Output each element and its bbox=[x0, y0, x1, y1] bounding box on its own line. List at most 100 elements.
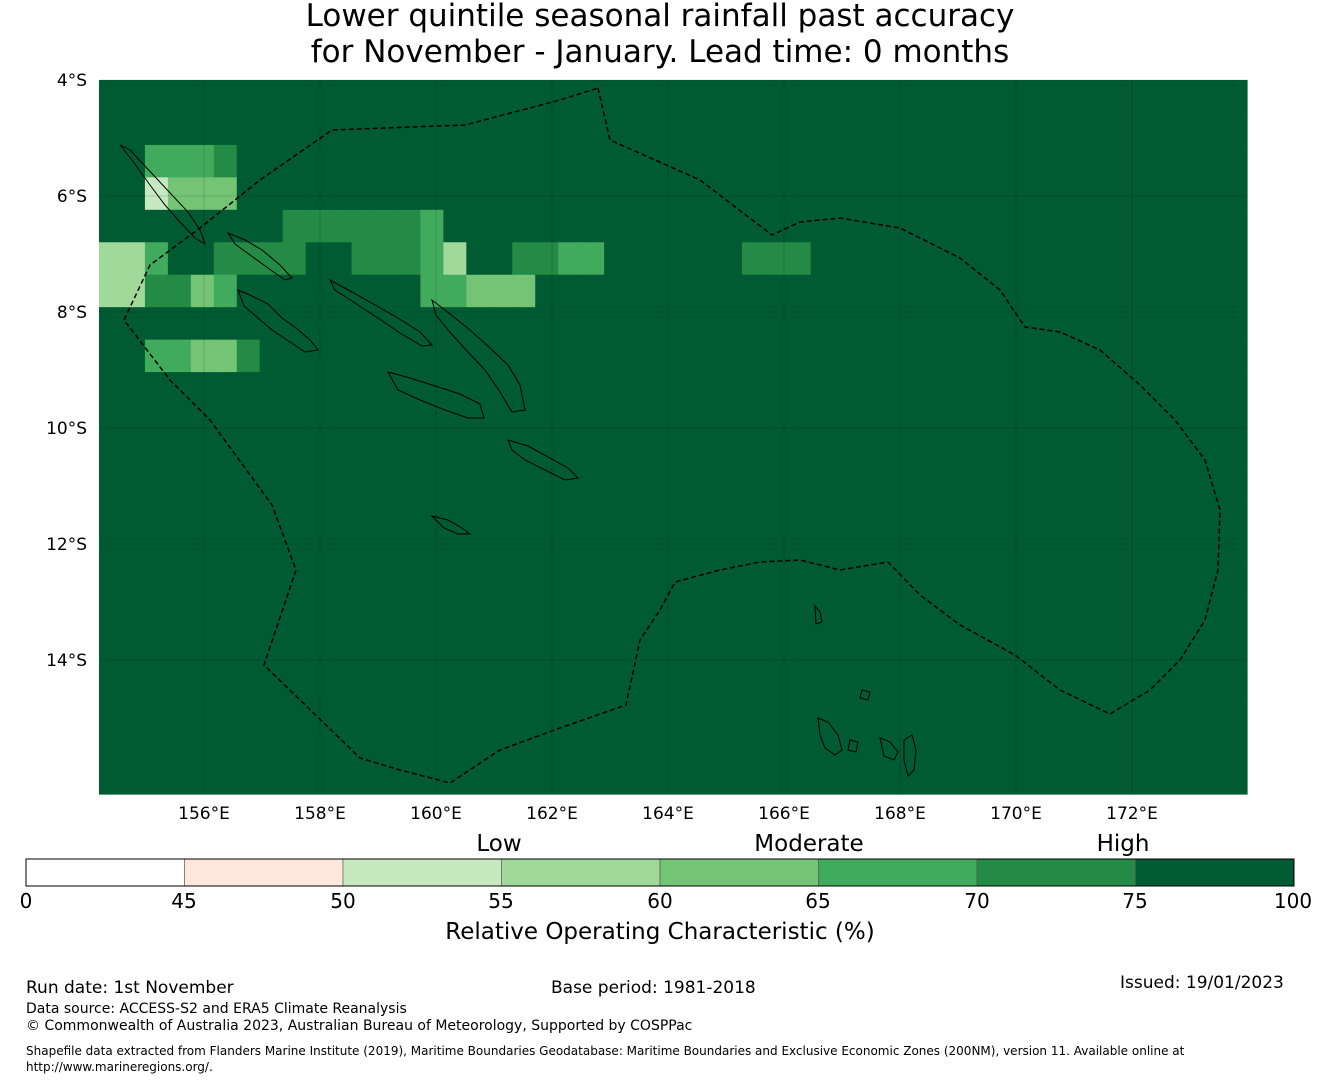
grid-cell bbox=[902, 566, 927, 600]
grid-cell bbox=[259, 307, 284, 341]
grid-cell bbox=[328, 339, 353, 373]
grid-cell bbox=[236, 729, 261, 763]
grid-cell bbox=[902, 339, 927, 373]
grid-cell bbox=[1132, 599, 1156, 633]
grid-cell bbox=[971, 339, 996, 373]
grid-cell bbox=[282, 437, 307, 471]
grid-cell bbox=[627, 404, 651, 438]
lat-label: 14°S bbox=[46, 651, 87, 671]
grid-cell bbox=[673, 501, 697, 535]
grid-cell bbox=[535, 112, 559, 146]
grid-cell bbox=[489, 599, 513, 633]
grid-cell bbox=[1178, 242, 1202, 276]
grid-cell bbox=[948, 501, 973, 535]
grid-cell bbox=[741, 761, 766, 795]
grid-cell bbox=[512, 177, 536, 211]
grid-cell bbox=[121, 80, 146, 114]
grid-cell bbox=[535, 534, 559, 568]
grid-cell bbox=[1086, 469, 1110, 503]
grid-cell bbox=[489, 242, 513, 276]
lon-label: 166°E bbox=[758, 804, 810, 824]
grid-cell bbox=[1017, 501, 1041, 535]
grid-cell bbox=[1178, 274, 1202, 308]
grid-cell bbox=[581, 437, 605, 471]
grid-cell bbox=[1132, 177, 1156, 211]
grid-cell bbox=[305, 274, 330, 308]
grid-cell bbox=[535, 209, 559, 243]
grid-cell bbox=[535, 80, 559, 114]
grid-cell bbox=[512, 80, 536, 114]
grid-cell bbox=[673, 729, 697, 763]
grid-cell bbox=[259, 112, 284, 146]
grid-cell bbox=[443, 274, 467, 308]
map-title-line-2: for November - January. Lead time: 0 mon… bbox=[310, 34, 1010, 70]
grid-cell bbox=[971, 144, 996, 178]
grid-cell bbox=[397, 177, 422, 211]
grid-cell bbox=[948, 761, 973, 795]
grid-cell bbox=[1063, 177, 1087, 211]
grid-cell bbox=[512, 599, 536, 633]
grid-cell bbox=[190, 80, 215, 114]
coastline-new-georgia bbox=[237, 289, 319, 353]
grid-cell bbox=[512, 112, 536, 146]
coastline-malaita bbox=[431, 298, 526, 413]
grid-cell bbox=[673, 599, 697, 633]
grid-cell bbox=[328, 469, 353, 503]
grid-cell bbox=[190, 177, 215, 211]
grid-cell bbox=[856, 307, 881, 341]
grid-cell bbox=[879, 664, 904, 698]
grid-cell bbox=[1086, 729, 1110, 763]
grid-cell bbox=[673, 80, 697, 114]
grid-cell bbox=[259, 437, 284, 471]
grid-cell bbox=[1224, 307, 1248, 341]
grid-cell bbox=[167, 696, 192, 730]
grid-cell bbox=[833, 534, 858, 568]
grid-cell bbox=[420, 80, 444, 114]
grid-cell bbox=[282, 761, 307, 795]
grid-cell bbox=[741, 209, 766, 243]
grid-cell bbox=[305, 404, 330, 438]
eez-boundaries bbox=[123, 87, 1221, 784]
grid-cell bbox=[1040, 664, 1064, 698]
grid-cell bbox=[144, 274, 169, 308]
grid-cell bbox=[810, 372, 835, 406]
grid-cell bbox=[213, 761, 238, 795]
grid-cell bbox=[879, 404, 904, 438]
grid-cell bbox=[1086, 209, 1110, 243]
grid-cell bbox=[167, 112, 192, 146]
grid-cell bbox=[213, 501, 238, 535]
grid-cell bbox=[213, 372, 238, 406]
grid-cell bbox=[144, 761, 169, 795]
grid-cell bbox=[1132, 631, 1156, 665]
grid-cell bbox=[190, 339, 215, 373]
grid-cell bbox=[420, 177, 444, 211]
grid-cell bbox=[213, 177, 238, 211]
grid-cell bbox=[420, 631, 444, 665]
grid-cell bbox=[259, 599, 284, 633]
grid-cell bbox=[213, 437, 238, 471]
grid-cell bbox=[489, 144, 513, 178]
grid-cell bbox=[833, 696, 858, 730]
grid-cell bbox=[994, 274, 1018, 308]
lat-label: 6°S bbox=[57, 187, 87, 207]
grid-cell bbox=[1224, 339, 1248, 373]
grid-cell bbox=[512, 729, 536, 763]
grid-cell bbox=[695, 599, 720, 633]
grid-cell bbox=[695, 80, 720, 114]
grid-cell bbox=[99, 631, 123, 665]
grid-cell bbox=[1178, 144, 1202, 178]
grid-cell bbox=[1040, 372, 1064, 406]
grid-cell bbox=[1017, 372, 1041, 406]
colorbar-tick-label: 75 bbox=[1122, 889, 1148, 913]
grid-cell bbox=[1224, 566, 1248, 600]
grid-cell bbox=[764, 566, 789, 600]
grid-cell bbox=[764, 242, 789, 276]
grid-cell bbox=[305, 339, 330, 373]
grid-cell bbox=[1224, 599, 1248, 633]
grid-cell bbox=[856, 404, 881, 438]
grid-cell bbox=[443, 209, 467, 243]
grid-cell bbox=[282, 177, 307, 211]
grid-cell bbox=[833, 404, 858, 438]
grid-cell bbox=[99, 274, 123, 308]
grid-cell bbox=[1155, 566, 1179, 600]
